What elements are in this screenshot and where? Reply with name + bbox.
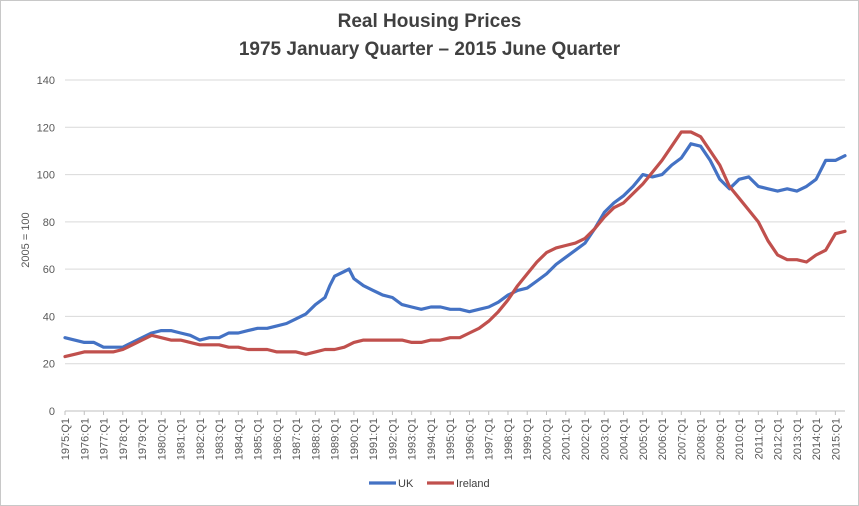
x-tick-label: 2008:Q1	[696, 418, 708, 460]
x-tick-label: 1991:Q1	[368, 418, 380, 460]
legend[interactable]: UK Ireland	[369, 478, 490, 490]
x-tick-label: 2015:Q1	[830, 418, 842, 460]
y-axis-ticks: 0 20 40 60 80 100 120 140	[37, 75, 55, 418]
x-tick-label: 1995:Q1	[445, 418, 457, 460]
x-tick-label: 1977:Q1	[99, 418, 111, 460]
x-tick-label: 2010:Q1	[734, 418, 746, 460]
x-tick-label: 2000:Q1	[541, 418, 553, 460]
x-tick-label: 1983:Q1	[214, 418, 226, 460]
x-tick-label: 1988:Q1	[310, 418, 322, 460]
x-tick-label: 2003:Q1	[599, 418, 611, 460]
x-tick-label: 1997:Q1	[484, 418, 496, 460]
series-lines	[63, 130, 847, 359]
legend-label-ireland: Ireland	[456, 478, 490, 490]
y-axis-label: 2005 = 100	[20, 212, 32, 267]
y-tick-label: 100	[37, 170, 55, 182]
x-tick-label: 2014:Q1	[811, 418, 823, 460]
chart-title-block: Real Housing Prices 1975 January Quarter…	[0, 8, 859, 64]
x-tick-label: 1985:Q1	[253, 418, 265, 460]
x-tick-label: 2006:Q1	[657, 418, 669, 460]
x-tick-label: 1989:Q1	[330, 418, 342, 460]
x-tick-label: 1992:Q1	[387, 418, 399, 460]
x-tick-label: 2009:Q1	[715, 418, 727, 460]
x-tick-label: 2001:Q1	[561, 418, 573, 460]
x-tick-label: 1987:Q1	[291, 418, 303, 460]
x-tick-label: 2012:Q1	[773, 418, 785, 460]
y-tick-label: 0	[49, 406, 55, 418]
x-tick-label: 2011:Q1	[753, 418, 765, 459]
legend-label-uk: UK	[398, 478, 414, 490]
x-axis-ticks: 1975:Q1 1976:Q1 1977:Q1 1978:Q1 1979:Q1 1980:…	[60, 411, 842, 460]
x-tick-label: 1986:Q1	[272, 418, 284, 460]
x-tick-label: 1999:Q1	[522, 418, 534, 460]
x-tick-label: 1990:Q1	[349, 418, 361, 460]
x-tick-label: 1993:Q1	[407, 418, 419, 460]
x-tick-label: 1998:Q1	[503, 418, 515, 460]
chart-subtitle: 1975 January Quarter – 2015 June Quarter	[238, 39, 621, 60]
x-tick-label: 1994:Q1	[426, 418, 438, 460]
x-tick-label: 1980:Q1	[156, 418, 168, 460]
y-tick-label: 20	[43, 359, 55, 371]
y-tick-label: 120	[37, 122, 55, 134]
x-tick-label: 1978:Q1	[118, 418, 130, 460]
gridlines	[65, 79, 845, 412]
x-tick-label: 2005:Q1	[638, 418, 650, 460]
y-tick-label: 140	[37, 75, 55, 87]
x-tick-label: 2004:Q1	[619, 418, 631, 460]
series-line-uk	[63, 142, 847, 349]
series-line-ireland	[63, 130, 847, 359]
x-tick-label: 2013:Q1	[792, 418, 804, 460]
x-tick-label: 2007:Q1	[676, 418, 688, 460]
x-tick-label: 1979:Q1	[137, 418, 149, 460]
x-tick-label: 1981:Q1	[176, 418, 188, 460]
chart-title: Real Housing Prices	[337, 11, 522, 32]
x-tick-label: 1982:Q1	[195, 418, 207, 460]
y-tick-label: 60	[43, 264, 55, 276]
x-tick-label: 1975:Q1	[60, 418, 72, 460]
y-tick-label: 80	[43, 217, 55, 229]
x-tick-label: 1984:Q1	[233, 418, 245, 460]
y-tick-label: 40	[43, 311, 55, 323]
x-tick-label: 1996:Q1	[464, 418, 476, 460]
x-tick-label: 2002:Q1	[580, 418, 592, 460]
x-tick-label: 1976:Q1	[79, 418, 91, 460]
